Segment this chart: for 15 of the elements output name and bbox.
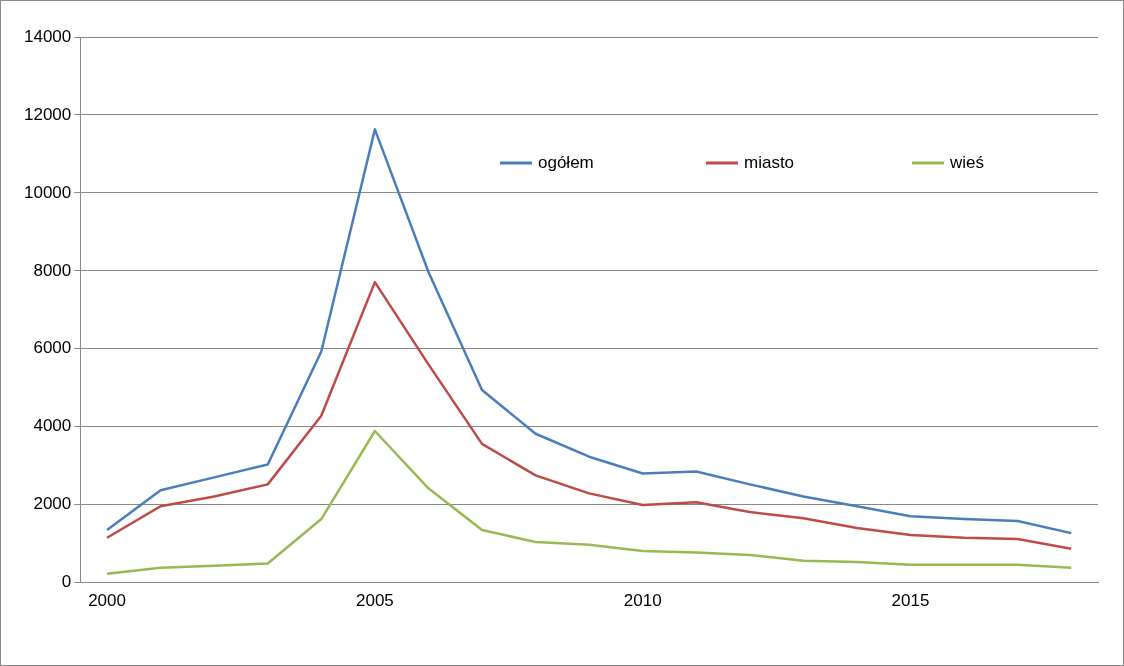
y-tick-label: 14000 (23, 26, 72, 46)
legend-label: miasto (744, 152, 795, 172)
y-tick-label: 4000 (33, 416, 72, 436)
legend-label: wieś (949, 152, 985, 172)
legend-label: ogółem (538, 152, 594, 172)
y-tick-label: 8000 (33, 260, 72, 280)
y-tick-label: 6000 (33, 338, 72, 358)
x-tick-label: 2005 (355, 591, 394, 611)
x-tick-label: 2000 (88, 591, 126, 611)
y-tick-label: 0 (61, 572, 72, 592)
y-tick-label: 2000 (33, 494, 72, 514)
x-tick-label: 2010 (623, 591, 662, 611)
x-tick-label: 2015 (891, 591, 930, 611)
y-tick-label: 12000 (23, 104, 72, 124)
y-tick-label: 10000 (23, 182, 72, 202)
